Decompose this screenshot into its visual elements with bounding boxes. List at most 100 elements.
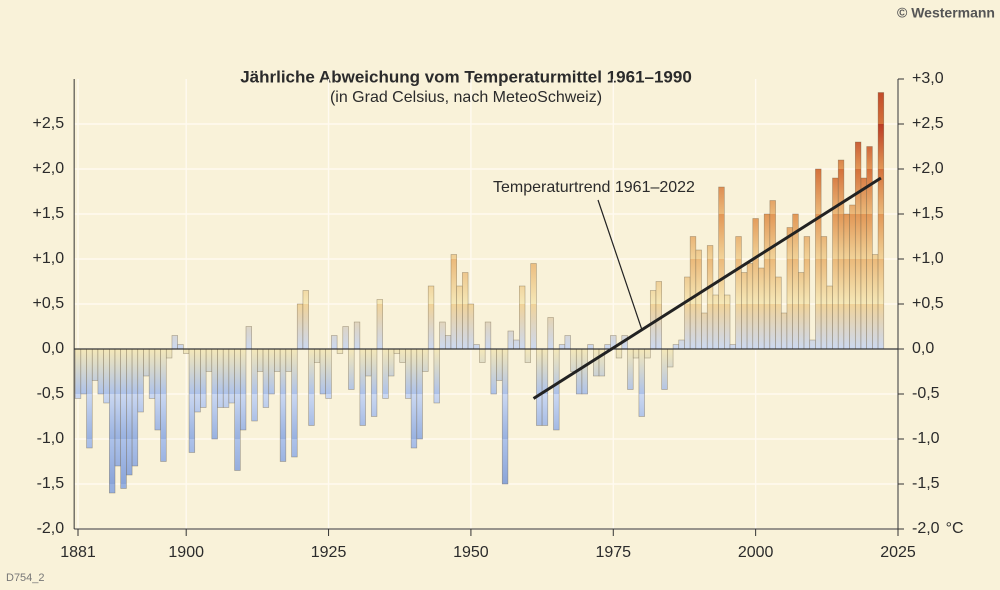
bar bbox=[444, 335, 452, 350]
annotation-leader bbox=[597, 199, 643, 331]
bar bbox=[558, 344, 566, 350]
bar bbox=[729, 344, 737, 350]
bar bbox=[689, 236, 697, 350]
bar bbox=[268, 348, 275, 395]
bar bbox=[667, 348, 674, 368]
bar bbox=[331, 335, 338, 350]
bar bbox=[860, 177, 867, 350]
bar bbox=[706, 245, 714, 350]
bar bbox=[803, 236, 811, 350]
y2-tick-label: 0,0 bbox=[912, 340, 934, 357]
bar bbox=[433, 348, 440, 404]
trend-label: Temperaturtrend 1961–2022 bbox=[493, 179, 695, 196]
chart-subtitle: (in Grad Celsius, nach MeteoSchweiz) bbox=[330, 89, 602, 106]
bar bbox=[319, 348, 327, 395]
bar bbox=[422, 348, 429, 372]
bar bbox=[211, 348, 218, 440]
bar bbox=[399, 348, 406, 363]
chart-title: Jährliche Abweichung vom Temperaturmitte… bbox=[240, 67, 692, 86]
bar bbox=[365, 348, 372, 377]
y-tick-label: -0,5 bbox=[37, 385, 65, 402]
bar bbox=[820, 236, 828, 350]
y2-tick-label: +1,0 bbox=[912, 250, 944, 267]
bar bbox=[348, 348, 355, 390]
bar bbox=[672, 344, 680, 350]
bar bbox=[183, 348, 190, 354]
bar bbox=[91, 348, 99, 381]
bar bbox=[97, 348, 104, 395]
x-tick-label: 1900 bbox=[168, 544, 204, 561]
y-tick-label: -1,5 bbox=[37, 475, 65, 492]
y-tick-label: -1,0 bbox=[37, 430, 65, 447]
bar bbox=[450, 254, 457, 350]
bar bbox=[177, 344, 184, 350]
bar bbox=[661, 348, 668, 390]
bar bbox=[154, 348, 161, 431]
bar bbox=[712, 294, 719, 350]
bar bbox=[103, 348, 110, 404]
bar bbox=[570, 348, 577, 372]
bar bbox=[507, 330, 514, 350]
bar bbox=[262, 348, 270, 408]
y2-tick-label: -2,0 bbox=[912, 520, 940, 537]
bar bbox=[228, 348, 235, 404]
trend-line bbox=[532, 176, 882, 400]
bar bbox=[541, 348, 549, 426]
bar bbox=[769, 200, 776, 350]
bar bbox=[462, 272, 469, 350]
bar bbox=[353, 321, 361, 350]
bar bbox=[644, 348, 651, 359]
bar bbox=[615, 348, 623, 359]
bar bbox=[780, 312, 788, 350]
figure-code: D754_2 bbox=[6, 572, 45, 584]
bar bbox=[171, 335, 178, 350]
bar bbox=[581, 348, 588, 395]
bar bbox=[109, 348, 116, 494]
bar bbox=[359, 348, 366, 426]
bar bbox=[741, 272, 748, 350]
bar bbox=[410, 348, 418, 449]
bar bbox=[501, 348, 509, 485]
x-tick-label: 2000 bbox=[738, 544, 774, 561]
bar bbox=[393, 348, 401, 354]
bar bbox=[86, 348, 93, 449]
bar bbox=[165, 348, 173, 359]
bar bbox=[484, 321, 492, 350]
bar bbox=[798, 272, 805, 350]
bar bbox=[416, 348, 423, 440]
bar bbox=[536, 348, 543, 426]
bar bbox=[775, 276, 782, 350]
bar bbox=[302, 290, 309, 350]
y-tick-label: +2,5 bbox=[33, 115, 65, 132]
bar bbox=[314, 348, 321, 363]
x-tick-label: 2025 bbox=[880, 544, 916, 561]
bar bbox=[251, 348, 258, 422]
bar bbox=[564, 335, 571, 350]
bar bbox=[80, 348, 87, 395]
bar bbox=[490, 348, 497, 395]
bar bbox=[843, 213, 850, 350]
bar bbox=[336, 348, 344, 354]
bar bbox=[257, 348, 264, 372]
bar bbox=[604, 344, 611, 350]
bar bbox=[382, 348, 389, 399]
bar bbox=[530, 263, 537, 350]
x-tick-label: 1881 bbox=[60, 544, 96, 561]
bar bbox=[279, 348, 287, 462]
y2-unit: °C bbox=[946, 520, 964, 537]
bar bbox=[786, 227, 793, 350]
bar bbox=[632, 348, 640, 359]
x-tick-label: 1975 bbox=[595, 544, 631, 561]
bar bbox=[126, 348, 133, 476]
bar bbox=[234, 348, 241, 471]
bar bbox=[718, 186, 725, 350]
bar bbox=[547, 317, 554, 350]
y-tick-label: +1,5 bbox=[33, 205, 65, 222]
bar bbox=[866, 146, 873, 350]
bar bbox=[826, 285, 833, 350]
y2-tick-label: +1,5 bbox=[912, 205, 944, 222]
bar bbox=[735, 236, 742, 350]
y-tick-label: -2,0 bbox=[37, 520, 65, 537]
bar bbox=[519, 285, 526, 350]
